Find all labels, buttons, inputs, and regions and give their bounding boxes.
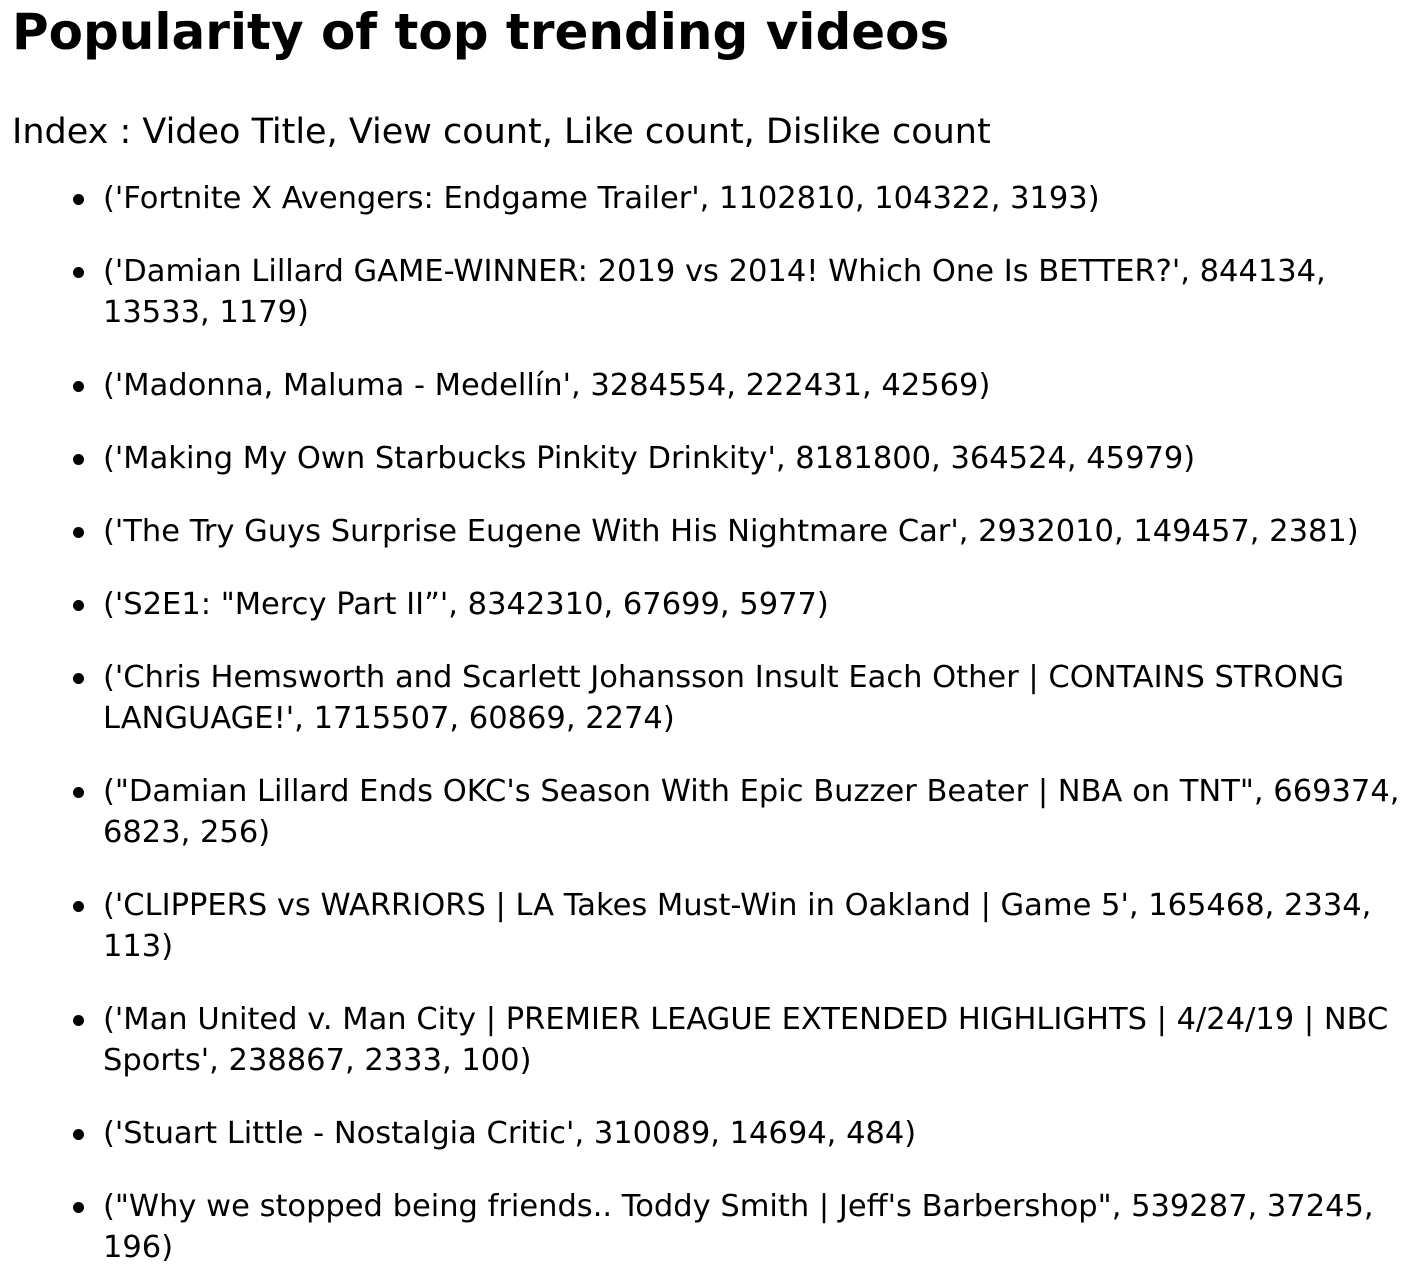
list-item: ('Stuart Little - Nostalgia Critic', 310… [73, 1113, 1428, 1154]
list-item: ('Making My Own Starbucks Pinkity Drinki… [73, 438, 1428, 479]
list-item: ('Chris Hemsworth and Scarlett Johansson… [73, 657, 1428, 739]
list-item: ("Why we stopped being friends.. Toddy S… [73, 1186, 1428, 1268]
list-item: ('S2E1: "Mercy Part II”', 8342310, 67699… [73, 584, 1428, 625]
list-item: ('Madonna, Maluma - Medellín', 3284554, … [73, 365, 1428, 406]
list-item: ('The Try Guys Surprise Eugene With His … [73, 511, 1428, 552]
column-legend: Index : Video Title, View count, Like co… [12, 112, 991, 152]
page-title: Popularity of top trending videos [12, 3, 950, 61]
list-item: ('Damian Lillard GAME-WINNER: 2019 vs 20… [73, 251, 1428, 333]
video-list: ('Fortnite X Avengers: Endgame Trailer',… [12, 178, 1428, 1268]
list-item: ("Damian Lillard Ends OKC's Season With … [73, 771, 1428, 853]
list-item: ('Fortnite X Avengers: Endgame Trailer',… [73, 178, 1428, 219]
list-item: ('Man United v. Man City | PREMIER LEAGU… [73, 999, 1428, 1081]
list-item: ('CLIPPERS vs WARRIORS | LA Takes Must-W… [73, 885, 1428, 967]
